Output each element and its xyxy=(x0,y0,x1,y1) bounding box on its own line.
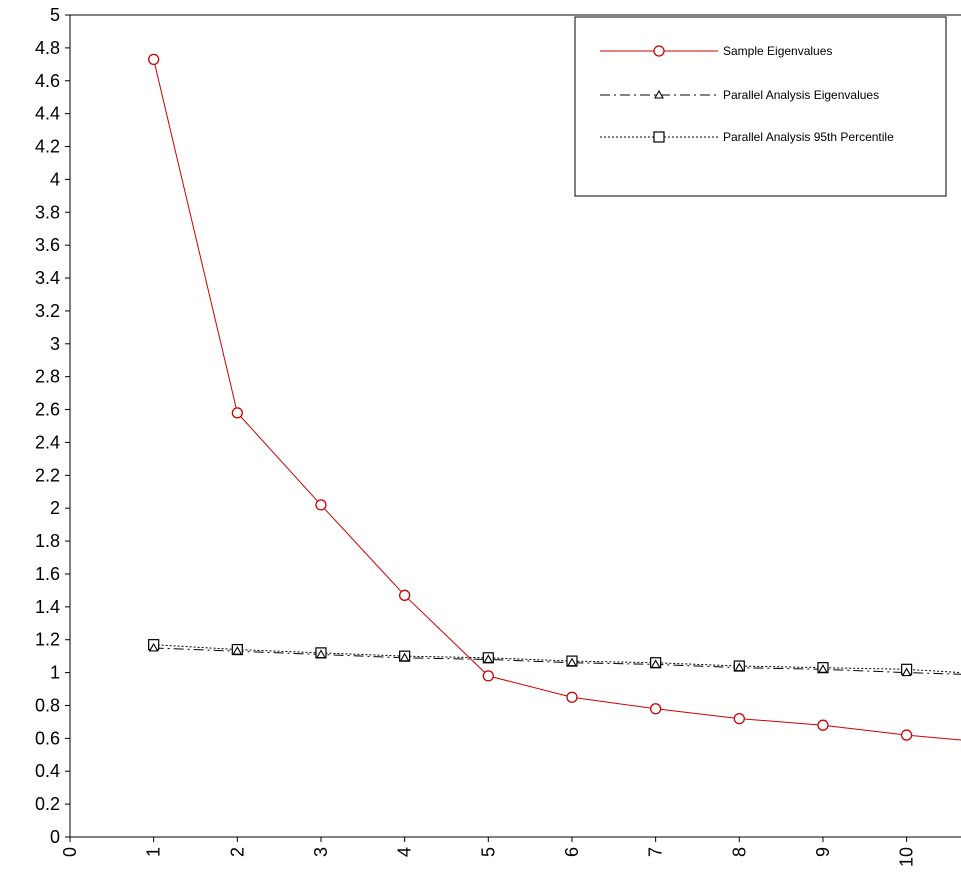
data-point-triangle xyxy=(399,652,410,662)
y-tick-label: 1.2 xyxy=(35,630,60,650)
x-tick-label: 3 xyxy=(311,847,331,857)
legend-label: Sample Eigenvalues xyxy=(723,44,832,58)
y-tick-label: 0.4 xyxy=(35,761,60,781)
y-tick-label: 3.8 xyxy=(35,202,60,222)
legend-marker-triangle xyxy=(654,89,664,99)
data-point-circle xyxy=(649,703,662,715)
x-tick-label: 1 xyxy=(144,847,164,857)
legend-box xyxy=(574,16,947,197)
data-point-circle xyxy=(733,712,745,725)
y-tick-label: 1.4 xyxy=(35,597,60,617)
legend-marker-circle xyxy=(653,45,665,57)
y-tick-label: 5 xyxy=(50,5,60,25)
y-tick-label: 2.4 xyxy=(35,432,60,452)
y-tick-label: 3.2 xyxy=(35,301,60,321)
legend-marker-square xyxy=(653,131,665,143)
plot-area xyxy=(148,53,961,741)
legend-label: Parallel Analysis Eigenvalues xyxy=(723,88,879,102)
y-tick-label: 0.2 xyxy=(35,794,60,814)
x-tick-label: 9 xyxy=(813,847,833,857)
y-tick-label: 0.6 xyxy=(35,728,60,748)
y-tick-label: 1 xyxy=(50,663,60,683)
y-tick-label: 4.6 xyxy=(35,71,60,91)
y-tick-label: 0.8 xyxy=(35,695,60,715)
y-tick-label: 3 xyxy=(50,334,60,354)
data-point-triangle xyxy=(232,646,243,655)
y-tick-label: 4.8 xyxy=(35,38,60,58)
x-tick-label: 0 xyxy=(60,847,80,857)
x-tick-label: 4 xyxy=(395,847,415,857)
y-tick-label: 3.4 xyxy=(35,268,60,288)
x-tick-label: 2 xyxy=(227,847,247,857)
data-point-triangle xyxy=(901,667,912,677)
x-tick-label: 10 xyxy=(897,847,917,867)
y-tick-label: 3.6 xyxy=(35,235,60,255)
data-point-triangle xyxy=(818,664,828,673)
series-group xyxy=(148,53,961,741)
y-tick-label: 2.6 xyxy=(35,400,60,420)
y-tick-label: 4.2 xyxy=(35,137,60,157)
data-point-triangle xyxy=(734,662,745,672)
data-point-triangle xyxy=(316,649,326,659)
y-tick-label: 2.8 xyxy=(35,367,60,387)
y-tick-label: 1.6 xyxy=(35,564,60,584)
data-point-circle xyxy=(566,691,578,703)
y-tick-label: 4 xyxy=(50,169,60,189)
y-tick-label: 2 xyxy=(50,498,60,518)
data-point-circle xyxy=(315,499,327,511)
data-point-triangle xyxy=(650,659,661,668)
legend-label: Parallel Analysis 95th Percentile xyxy=(723,130,894,144)
y-tick-label: 4.4 xyxy=(35,104,60,124)
data-point-triangle xyxy=(567,657,577,667)
series-line-2 xyxy=(153,644,961,674)
series-line-1 xyxy=(153,647,961,675)
x-tick-label: 8 xyxy=(729,847,749,857)
data-point-circle xyxy=(231,407,243,419)
axes: 0 0.2 0.4 0.6 0.8 1 1.2 1.4 1.6 1.8 2 2.2 2.4 2.6 2.8 3… xyxy=(35,5,961,867)
y-tick-label: 2.2 xyxy=(35,465,60,485)
y-tick-label: 1.8 xyxy=(35,531,60,551)
data-point-circle xyxy=(148,53,160,66)
data-point-circle xyxy=(398,589,411,601)
data-point-circle xyxy=(482,670,494,682)
x-tick-label: 5 xyxy=(478,847,498,857)
data-point-triangle xyxy=(148,642,159,652)
y-tick-label: 0 xyxy=(50,827,60,847)
data-point-circle xyxy=(817,719,829,731)
x-tick-label: 6 xyxy=(562,847,582,857)
x-tick-label: 7 xyxy=(646,847,666,857)
data-point-triangle xyxy=(483,654,494,663)
data-point-circle xyxy=(900,729,913,741)
legend: Sample Eigenvalues Parallel Analysis Eige… xyxy=(574,16,947,197)
